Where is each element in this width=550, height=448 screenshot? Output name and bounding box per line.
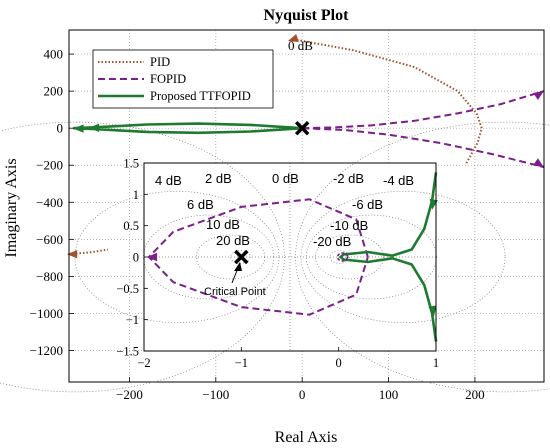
x-tick-label: −200 bbox=[116, 387, 143, 402]
inset-db-labels: 4 dB 2 dB 0 dB -2 dB -4 dB 6 dB -6 dB 10… bbox=[155, 171, 414, 249]
x-axis-label: Real Axis bbox=[275, 429, 338, 446]
m-circle-contour bbox=[74, 190, 280, 324]
db-label-2: 2 dB bbox=[205, 171, 232, 186]
db-label-minus-2: -2 dB bbox=[333, 171, 364, 186]
y-tick-label: 200 bbox=[44, 84, 64, 99]
m-circle-contour bbox=[329, 250, 350, 264]
db-label-10: 10 dB bbox=[206, 217, 240, 232]
outer-critical-point-marker bbox=[294, 120, 310, 136]
outer-series bbox=[67, 34, 545, 259]
ttfopid-arrow-1 bbox=[88, 123, 100, 132]
inset-grid bbox=[0, 121, 550, 393]
db-label-4: 4 dB bbox=[155, 173, 182, 188]
x-tick-label: −100 bbox=[202, 387, 229, 402]
fopid-arrow-upper bbox=[533, 90, 544, 100]
inset-fopid-inner-loop bbox=[336, 252, 349, 262]
series-fopid-curve bbox=[302, 90, 545, 130]
legend-label-fopid: FOPID bbox=[150, 72, 186, 86]
inset-x-tick-label: −1 bbox=[235, 356, 248, 370]
y-tick-label: −200 bbox=[36, 158, 63, 173]
m-circle-contour bbox=[300, 190, 506, 324]
y-tick-label: 400 bbox=[44, 47, 64, 62]
inset-ttfopid-arrow-lower bbox=[428, 305, 437, 317]
outer-plot-frame bbox=[68, 29, 545, 383]
db-label-0: 0 dB bbox=[272, 171, 299, 186]
x-tick-label: 200 bbox=[465, 387, 485, 402]
m-circle-contour bbox=[295, 121, 550, 393]
pid-arrow-top bbox=[287, 34, 299, 42]
pid-arrow-left bbox=[67, 250, 78, 259]
outer-axes: −200 −100 0 100 2004002000−200−400−600−800−1… bbox=[30, 29, 545, 402]
y-tick-label: −600 bbox=[36, 232, 63, 247]
inset-x-tick-label: −2 bbox=[137, 356, 150, 370]
db-label-6: 6 dB bbox=[187, 197, 214, 212]
inset-y-tick-label: 0 bbox=[133, 251, 139, 265]
inset-fopid-arrow bbox=[146, 252, 158, 262]
inset-plot: −2 −1 0 1 1.5 1 0.5 0 −0.5 −1 −1.5 4 dB 2 dB 0 dB … bbox=[0, 121, 550, 393]
inset-y-tick-label: −1.5 bbox=[116, 345, 139, 359]
inset-series-proposed-ttfopid-curve bbox=[338, 172, 438, 342]
db-label-minus-10: -10 dB bbox=[330, 218, 368, 233]
inset-x-tick-label: 1 bbox=[433, 356, 439, 370]
m-circle-contour bbox=[0, 121, 285, 393]
inset-critical-point-marker bbox=[234, 249, 249, 265]
inset-axes: −2 −1 0 1 1.5 1 0.5 0 −0.5 −1 −1.5 bbox=[116, 157, 439, 371]
series-pid-curve bbox=[293, 38, 483, 164]
inset-y-tick-label: −1 bbox=[126, 313, 139, 327]
inset-series bbox=[146, 172, 438, 342]
chart-title: Nyquist Plot bbox=[264, 7, 350, 24]
y-tick-label: −1000 bbox=[30, 306, 63, 321]
db-label-20: 20 dB bbox=[216, 233, 250, 248]
inset-y-tick-label: 1 bbox=[133, 188, 139, 202]
inset-y-tick-label: 1.5 bbox=[123, 157, 139, 171]
y-axis-label: Imaginary Axis bbox=[3, 158, 20, 257]
db-label-minus-4: -4 dB bbox=[383, 173, 414, 188]
series-fopid-curve-branch bbox=[302, 127, 545, 169]
y-tick-label: −400 bbox=[36, 195, 63, 210]
db-label-minus-20: -20 dB bbox=[313, 234, 351, 249]
inset-y-tick-label: 0.5 bbox=[123, 219, 139, 233]
m-circle-contour bbox=[230, 250, 251, 264]
legend-label-ttfopid: Proposed TTFOPID bbox=[150, 89, 251, 103]
legend-label-pid: PID bbox=[150, 55, 170, 69]
x-tick-label: 100 bbox=[379, 387, 399, 402]
inset-y-tick-label: −0.5 bbox=[116, 282, 139, 296]
inset-x-tick-label: 0 bbox=[336, 356, 342, 370]
critical-point-arrowhead bbox=[234, 262, 242, 271]
x-tick-label: 0 bbox=[299, 387, 306, 402]
y-tick-label: −800 bbox=[36, 269, 63, 284]
fopid-arrow-lower bbox=[533, 158, 544, 168]
y-tick-label: −1200 bbox=[30, 343, 63, 358]
y-tick-label: 0 bbox=[57, 121, 64, 136]
inset-plot-frame bbox=[143, 162, 437, 352]
critical-point-label: Critical Point bbox=[204, 286, 266, 298]
db-label-minus-6: -6 dB bbox=[352, 197, 383, 212]
outer-0db-label: 0 dB bbox=[288, 38, 313, 53]
ttfopid-arrow-2 bbox=[73, 124, 84, 133]
legend: PID FOPID Proposed TTFOPID bbox=[92, 49, 274, 109]
